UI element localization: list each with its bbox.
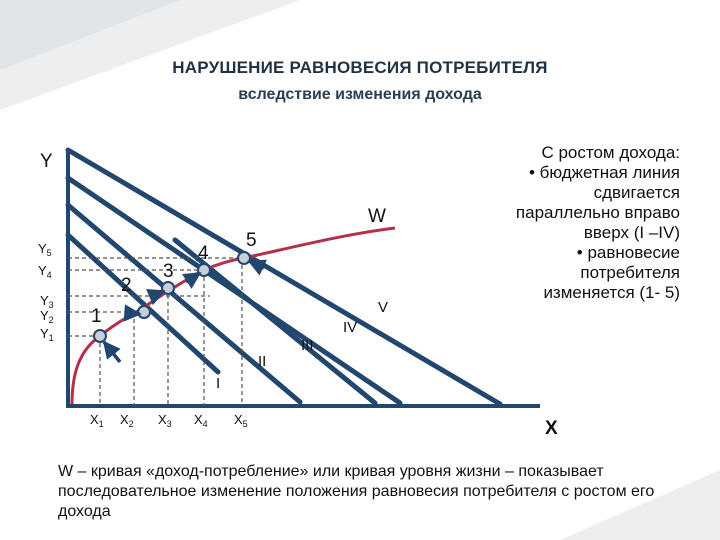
- y-tick-1: Y1: [40, 326, 54, 343]
- note-heading: С ростом дохода:: [541, 143, 680, 162]
- x-tick-labels: X1 X2 X3 X4 X5: [90, 412, 248, 429]
- equilibrium-point-2: [137, 305, 151, 319]
- y-tick-2: Y2: [40, 308, 54, 325]
- curve-label-w: W: [368, 206, 386, 227]
- point-label-5: 5: [246, 230, 257, 251]
- x-tick-1: X1: [90, 412, 104, 429]
- note-line: изменяется (1- 5): [543, 283, 680, 302]
- budget-line-labels: I II III IV V: [216, 299, 388, 392]
- y-tick-4: Y4: [38, 263, 52, 280]
- y-tick-5: Y5: [38, 241, 52, 258]
- page-title: НАРУШЕНИЕ РАВНОВЕСИЯ ПОТРЕБИТЕЛЯ: [172, 58, 548, 77]
- note-line: вверх (I –IV): [583, 223, 680, 242]
- guide-lines: [68, 257, 243, 406]
- note-line: параллельно вправо: [515, 203, 680, 222]
- budget-label-III: III: [301, 337, 314, 354]
- income-consumption-diagram: Y X Y5 Y4 Y3 Y2 Y1 X1 X2 X3 X4 X5 1 2 3 …: [38, 147, 558, 439]
- x-tick-4: X4: [194, 412, 208, 429]
- point-label-2: 2: [121, 275, 132, 296]
- equilibrium-point-1: [93, 329, 107, 343]
- budget-label-IV: IV: [343, 319, 357, 336]
- y-tick-labels: Y5 Y4 Y3 Y2 Y1: [38, 241, 54, 343]
- budget-label-V: V: [378, 299, 388, 316]
- note-line: • бюджетная линия: [528, 163, 680, 182]
- budget-label-II: II: [258, 353, 266, 370]
- y-tick-3: Y3: [40, 293, 54, 310]
- x-tick-3: X3: [158, 412, 172, 429]
- y-axis-label: Y: [40, 151, 53, 172]
- budget-line-II: [65, 202, 303, 405]
- equilibrium-point-5: [237, 251, 251, 265]
- point-label-3: 3: [163, 261, 174, 282]
- point-label-1: 1: [91, 306, 102, 327]
- x-tick-2: X2: [120, 412, 134, 429]
- note-line: • равновесие: [576, 243, 680, 262]
- note-line: потребителя: [580, 263, 680, 282]
- point-number-labels: 1 2 3 4 5: [91, 230, 257, 327]
- definition-caption: W – кривая «доход-потребление» или крива…: [58, 463, 655, 520]
- x-axis-label: X: [545, 418, 558, 439]
- x-tick-5: X5: [234, 412, 248, 429]
- explanation-note: С ростом дохода: • бюджетная линия сдвиг…: [430, 143, 680, 303]
- pointer-arrows: [102, 259, 267, 364]
- point-label-4: 4: [198, 243, 209, 264]
- budget-label-I: I: [216, 375, 220, 392]
- budget-line-IV: [65, 147, 503, 407]
- note-line: сдвигается: [593, 183, 680, 202]
- page-subtitle: вследствие изменения дохода: [238, 86, 482, 103]
